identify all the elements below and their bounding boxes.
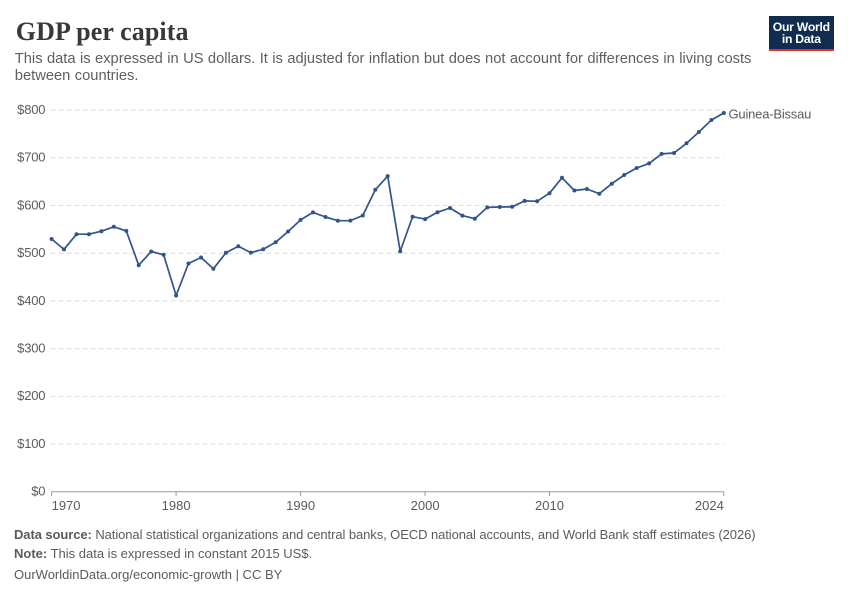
svg-text:2010: 2010 — [535, 498, 564, 513]
svg-text:$500: $500 — [17, 245, 45, 260]
svg-text:$800: $800 — [17, 102, 45, 117]
svg-text:1980: 1980 — [162, 498, 191, 513]
svg-text:$700: $700 — [17, 150, 45, 165]
svg-text:2024: 2024 — [695, 498, 724, 513]
svg-text:1990: 1990 — [286, 498, 315, 513]
svg-text:2000: 2000 — [411, 498, 440, 513]
svg-text:$100: $100 — [17, 436, 45, 451]
svg-text:$200: $200 — [17, 388, 45, 403]
svg-text:$300: $300 — [17, 341, 45, 356]
svg-text:1970: 1970 — [52, 498, 81, 513]
svg-text:Guinea-Bissau: Guinea-Bissau — [729, 106, 812, 121]
svg-text:$0: $0 — [31, 484, 45, 499]
svg-text:$400: $400 — [17, 293, 45, 308]
svg-text:$600: $600 — [17, 197, 45, 212]
